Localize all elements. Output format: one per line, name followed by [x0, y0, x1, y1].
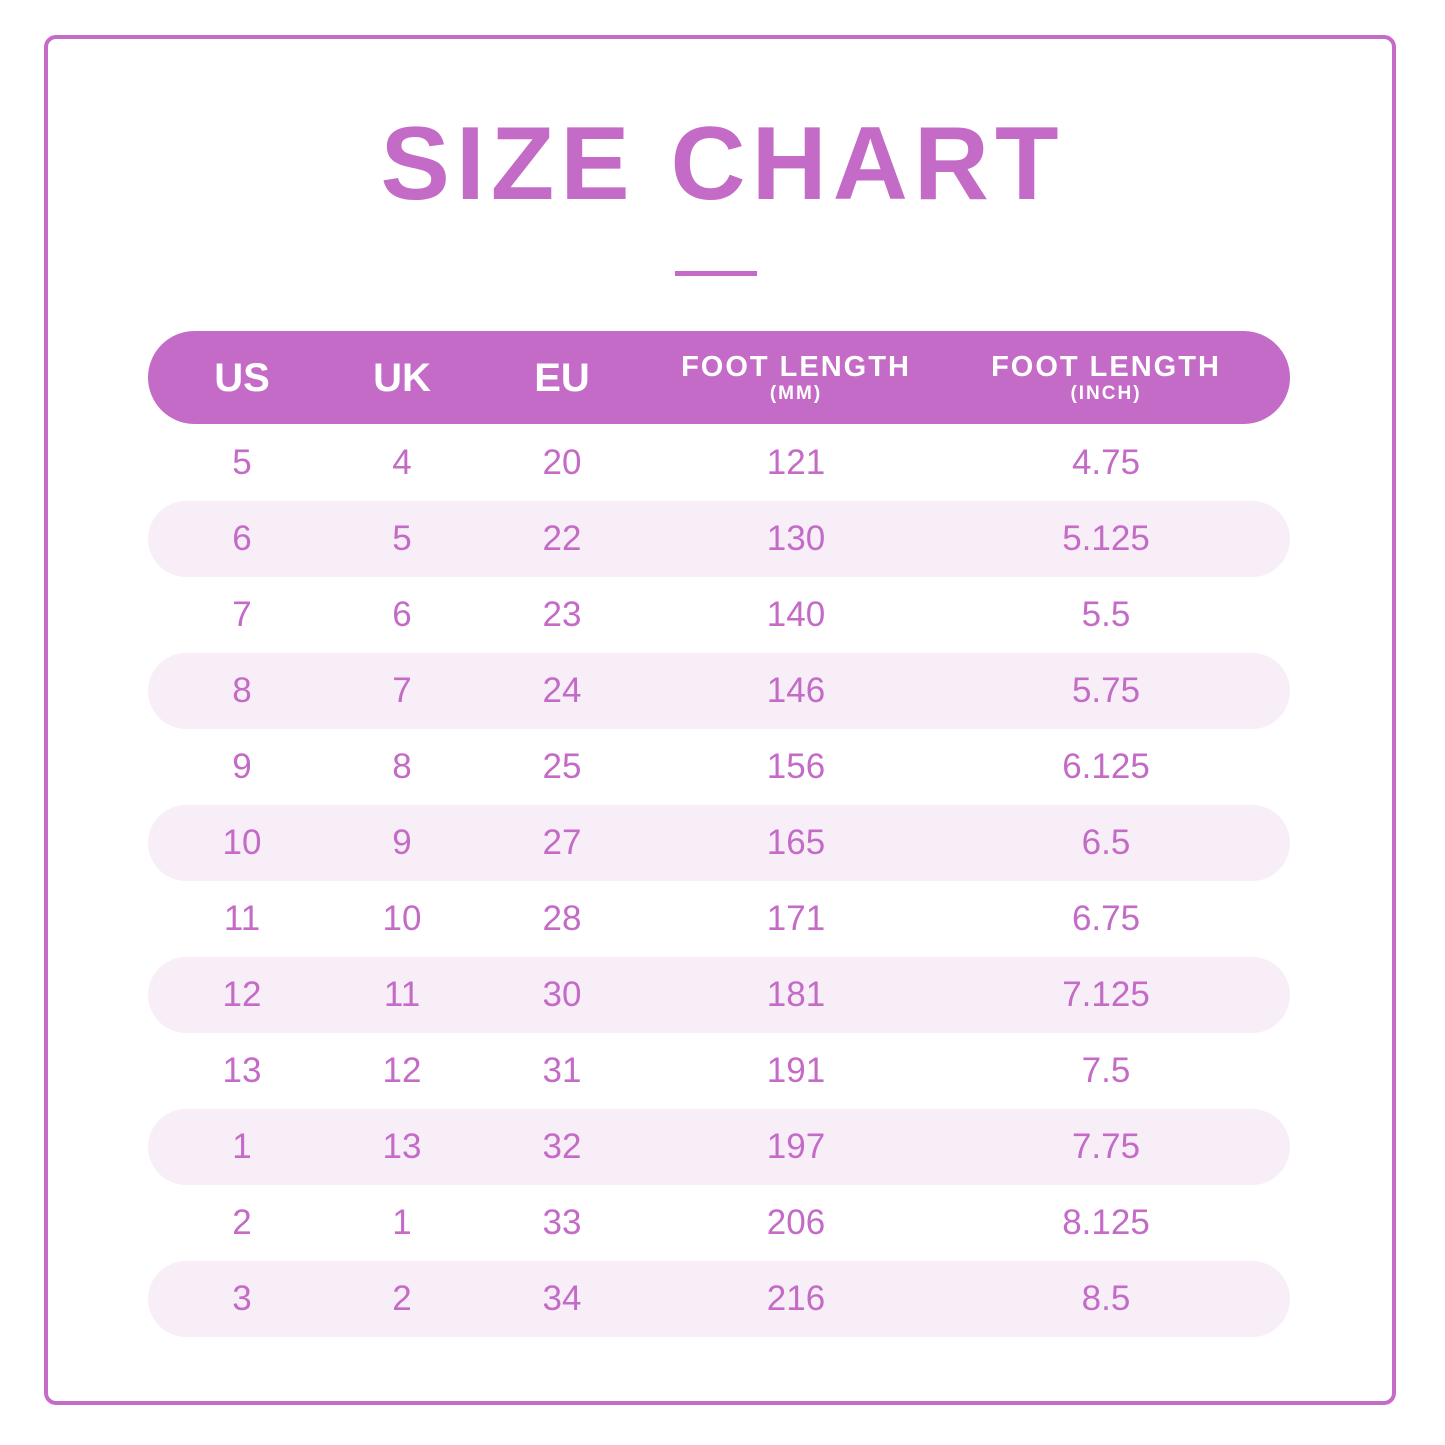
header-us-label: US — [214, 355, 270, 400]
cell-uk: 2 — [392, 1279, 412, 1318]
cell-eu: 33 — [542, 1203, 582, 1242]
header-us: US — [148, 331, 336, 424]
cell-foot-length-mm: 165 — [766, 823, 826, 862]
cell-foot-length-inch: 6.75 — [1071, 899, 1141, 938]
cell-uk: 7 — [392, 671, 412, 710]
cell-foot-length-inch: 7.75 — [1071, 1127, 1141, 1166]
cell-foot-length-inch: 6.125 — [1062, 747, 1150, 786]
table-body: 5 4 20 121 4.75 6 5 22 130 5.125 7 6 23 140 5.5 8 7 24 146… — [148, 425, 1290, 1337]
cell-eu: 30 — [542, 975, 582, 1014]
cell-uk: 12 — [382, 1051, 422, 1090]
cell-foot-length-mm: 121 — [766, 443, 826, 482]
header-foot-length-mm-label: FOOT LENGTH — [681, 350, 911, 383]
cell-foot-length-mm: 206 — [766, 1203, 826, 1242]
cell-us: 5 — [232, 443, 252, 482]
table-header: US UK EU FOOT LENGTH (MM) FOOT LENGTH (I… — [148, 331, 1290, 424]
cell-foot-length-inch: 8.5 — [1081, 1279, 1131, 1318]
header-eu-label: EU — [534, 355, 590, 400]
cell-uk: 4 — [392, 443, 412, 482]
cell-eu: 23 — [542, 595, 582, 634]
table-row: 1 13 32 197 7.75 — [148, 1109, 1290, 1185]
header-uk-label: UK — [373, 355, 431, 400]
cell-eu: 28 — [542, 899, 582, 938]
table-row: 5 4 20 121 4.75 — [148, 425, 1290, 501]
title-divider — [675, 271, 757, 276]
cell-eu: 34 — [542, 1279, 582, 1318]
cell-uk: 9 — [392, 823, 412, 862]
table-row: 11 10 28 171 6.75 — [148, 881, 1290, 957]
cell-us: 13 — [222, 1051, 262, 1090]
cell-eu: 31 — [542, 1051, 582, 1090]
cell-foot-length-inch: 8.125 — [1062, 1203, 1150, 1242]
cell-eu: 32 — [542, 1127, 582, 1166]
chart-frame — [44, 35, 1396, 1405]
cell-foot-length-mm: 156 — [766, 747, 826, 786]
table-row: 10 9 27 165 6.5 — [148, 805, 1290, 881]
cell-foot-length-mm: 171 — [766, 899, 826, 938]
header-foot-length-inch-label: FOOT LENGTH — [991, 350, 1221, 383]
cell-uk: 10 — [382, 899, 422, 938]
cell-us: 1 — [232, 1127, 252, 1166]
cell-foot-length-inch: 6.5 — [1081, 823, 1131, 862]
cell-eu: 27 — [542, 823, 582, 862]
cell-us: 8 — [232, 671, 252, 710]
cell-us: 7 — [232, 595, 252, 634]
table-row: 8 7 24 146 5.75 — [148, 653, 1290, 729]
table-row: 6 5 22 130 5.125 — [148, 501, 1290, 577]
cell-foot-length-mm: 197 — [766, 1127, 826, 1166]
cell-foot-length-inch: 5.5 — [1081, 595, 1131, 634]
cell-uk: 11 — [383, 975, 421, 1014]
header-uk: UK — [323, 331, 481, 424]
cell-us: 9 — [232, 747, 252, 786]
cell-us: 11 — [223, 899, 261, 938]
table-row: 9 8 25 156 6.125 — [148, 729, 1290, 805]
header-foot-length-inch-unit: (INCH) — [1070, 382, 1142, 404]
cell-uk: 6 — [392, 595, 412, 634]
header-foot-length-mm: FOOT LENGTH (MM) — [658, 331, 934, 424]
table-row: 3 2 34 216 8.5 — [148, 1261, 1290, 1337]
cell-eu: 22 — [542, 519, 582, 558]
cell-eu: 24 — [542, 671, 582, 710]
cell-foot-length-inch: 5.75 — [1071, 671, 1141, 710]
cell-foot-length-mm: 146 — [766, 671, 826, 710]
cell-eu: 25 — [542, 747, 582, 786]
cell-us: 3 — [232, 1279, 252, 1318]
table-row: 2 1 33 206 8.125 — [148, 1185, 1290, 1261]
cell-foot-length-inch: 7.125 — [1062, 975, 1150, 1014]
cell-foot-length-inch: 5.125 — [1062, 519, 1150, 558]
cell-uk: 13 — [382, 1127, 422, 1166]
table-row: 12 11 30 181 7.125 — [148, 957, 1290, 1033]
cell-us: 12 — [222, 975, 262, 1014]
header-foot-length-mm-unit: (MM) — [769, 382, 823, 404]
cell-uk: 1 — [392, 1203, 412, 1242]
header-eu: EU — [483, 331, 641, 424]
cell-us: 6 — [232, 519, 252, 558]
cell-foot-length-mm: 216 — [766, 1279, 826, 1318]
table-row: 7 6 23 140 5.5 — [148, 577, 1290, 653]
cell-us: 2 — [232, 1203, 252, 1242]
cell-foot-length-mm: 181 — [766, 975, 826, 1014]
size-table: US UK EU FOOT LENGTH (MM) FOOT LENGTH (I… — [148, 331, 1290, 1337]
cell-foot-length-mm: 191 — [766, 1051, 826, 1090]
cell-foot-length-mm: 140 — [766, 595, 826, 634]
cell-us: 10 — [222, 823, 262, 862]
page-title: SIZE CHART — [380, 106, 1065, 222]
cell-foot-length-inch: 4.75 — [1071, 443, 1141, 482]
table-row: 13 12 31 191 7.5 — [148, 1033, 1290, 1109]
cell-eu: 20 — [542, 443, 582, 482]
cell-foot-length-mm: 130 — [766, 519, 826, 558]
cell-uk: 5 — [392, 519, 412, 558]
cell-foot-length-inch: 7.5 — [1081, 1051, 1131, 1090]
cell-uk: 8 — [392, 747, 412, 786]
header-foot-length-inch: FOOT LENGTH (INCH) — [958, 331, 1254, 424]
